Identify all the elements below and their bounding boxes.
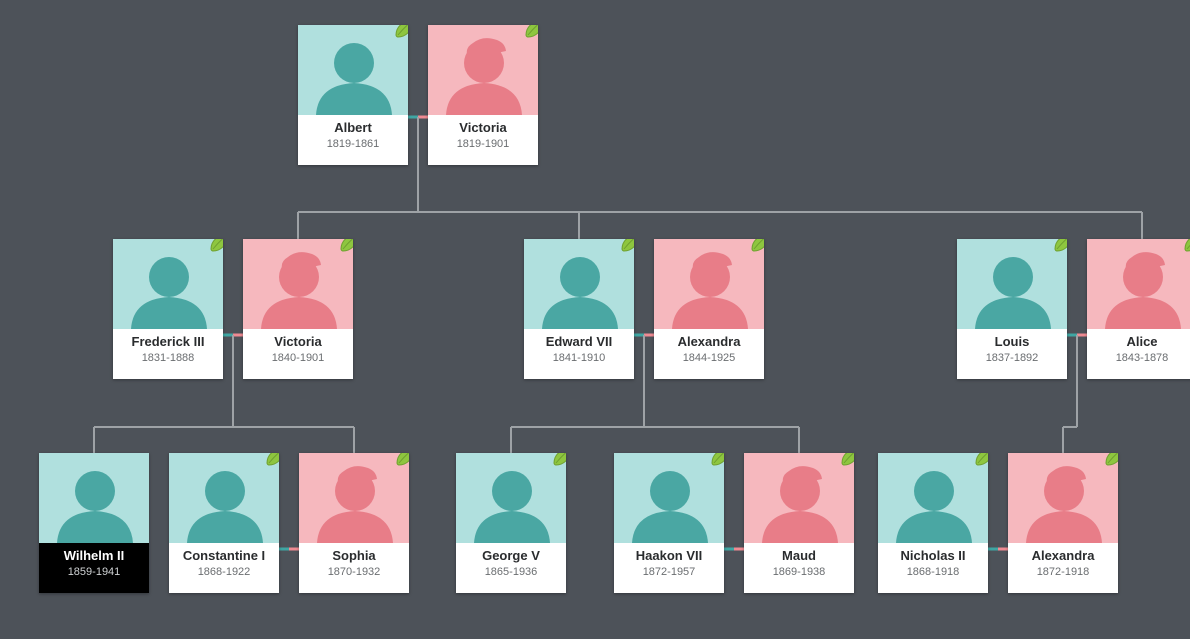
person-card-frederick[interactable]: Frederick III 1831-1888 (113, 239, 223, 379)
person-name: Alice (1091, 335, 1190, 350)
avatar (744, 453, 854, 543)
avatar (113, 239, 223, 329)
leaf-icon (748, 239, 764, 255)
person-name: Nicholas II (882, 549, 984, 564)
person-card-edward[interactable]: Edward VII 1841-1910 (524, 239, 634, 379)
person-name: Constantine I (173, 549, 275, 564)
avatar (1087, 239, 1190, 329)
person-card-wilhelm[interactable]: Wilhelm II 1859-1941 (39, 453, 149, 593)
leaf-icon (708, 453, 724, 469)
person-label: Nicholas II 1868-1918 (878, 543, 988, 593)
leaf-icon (550, 453, 566, 469)
person-card-alice[interactable]: Alice 1843-1878 (1087, 239, 1190, 379)
person-name: Alexandra (658, 335, 760, 350)
person-years: 1872-1957 (618, 566, 720, 578)
person-label: Wilhelm II 1859-1941 (39, 543, 149, 593)
leaf-icon (337, 239, 353, 255)
person-card-victoria[interactable]: Victoria 1819-1901 (428, 25, 538, 165)
avatar (39, 453, 149, 543)
person-name: Sophia (303, 549, 405, 564)
avatar (524, 239, 634, 329)
leaf-icon (972, 453, 988, 469)
person-years: 1859-1941 (43, 566, 145, 578)
person-years: 1870-1932 (303, 566, 405, 578)
person-card-nicholas[interactable]: Nicholas II 1868-1918 (878, 453, 988, 593)
person-label: Louis 1837-1892 (957, 329, 1067, 379)
person-name: Wilhelm II (43, 549, 145, 564)
leaf-icon (522, 25, 538, 41)
person-card-constantine[interactable]: Constantine I 1868-1922 (169, 453, 279, 593)
person-card-alexandra2[interactable]: Alexandra 1872-1918 (1008, 453, 1118, 593)
person-years: 1869-1938 (748, 566, 850, 578)
person-label: Victoria 1840-1901 (243, 329, 353, 379)
person-label: George V 1865-1936 (456, 543, 566, 593)
person-label: Edward VII 1841-1910 (524, 329, 634, 379)
person-name: Louis (961, 335, 1063, 350)
avatar (957, 239, 1067, 329)
person-card-albert[interactable]: Albert 1819-1861 (298, 25, 408, 165)
leaf-icon (1051, 239, 1067, 255)
avatar (299, 453, 409, 543)
avatar (878, 453, 988, 543)
person-name: Victoria (247, 335, 349, 350)
person-card-maud[interactable]: Maud 1869-1938 (744, 453, 854, 593)
person-years: 1844-1925 (658, 352, 760, 364)
leaf-icon (1102, 453, 1118, 469)
avatar (243, 239, 353, 329)
person-years: 1872-1918 (1012, 566, 1114, 578)
avatar (169, 453, 279, 543)
leaf-icon (263, 453, 279, 469)
person-years: 1868-1918 (882, 566, 984, 578)
person-years: 1831-1888 (117, 352, 219, 364)
person-label: Albert 1819-1861 (298, 115, 408, 165)
person-years: 1868-1922 (173, 566, 275, 578)
avatar (614, 453, 724, 543)
leaf-icon (618, 239, 634, 255)
person-years: 1840-1901 (247, 352, 349, 364)
avatar (1008, 453, 1118, 543)
leaf-icon (392, 25, 408, 41)
person-years: 1841-1910 (528, 352, 630, 364)
person-label: Alexandra 1872-1918 (1008, 543, 1118, 593)
person-name: Maud (748, 549, 850, 564)
leaf-icon (838, 453, 854, 469)
person-name: Albert (302, 121, 404, 136)
avatar (428, 25, 538, 115)
person-name: Alexandra (1012, 549, 1114, 564)
person-name: Frederick III (117, 335, 219, 350)
leaf-icon (1181, 239, 1190, 255)
person-years: 1819-1861 (302, 138, 404, 150)
person-years: 1837-1892 (961, 352, 1063, 364)
person-name: Victoria (432, 121, 534, 136)
person-card-george[interactable]: George V 1865-1936 (456, 453, 566, 593)
person-card-alexandra1[interactable]: Alexandra 1844-1925 (654, 239, 764, 379)
person-years: 1843-1878 (1091, 352, 1190, 364)
person-card-louis[interactable]: Louis 1837-1892 (957, 239, 1067, 379)
avatar (456, 453, 566, 543)
person-years: 1819-1901 (432, 138, 534, 150)
person-label: Alice 1843-1878 (1087, 329, 1190, 379)
leaf-icon (393, 453, 409, 469)
person-label: Alexandra 1844-1925 (654, 329, 764, 379)
person-label: Victoria 1819-1901 (428, 115, 538, 165)
person-years: 1865-1936 (460, 566, 562, 578)
person-card-victoria2[interactable]: Victoria 1840-1901 (243, 239, 353, 379)
person-card-sophia[interactable]: Sophia 1870-1932 (299, 453, 409, 593)
person-label: Sophia 1870-1932 (299, 543, 409, 593)
person-label: Constantine I 1868-1922 (169, 543, 279, 593)
avatar (654, 239, 764, 329)
person-label: Maud 1869-1938 (744, 543, 854, 593)
person-label: Haakon VII 1872-1957 (614, 543, 724, 593)
person-card-haakon[interactable]: Haakon VII 1872-1957 (614, 453, 724, 593)
leaf-icon (207, 239, 223, 255)
family-tree: Albert 1819-1861 Victoria 1819-1901 Freder… (0, 0, 1190, 639)
person-name: Haakon VII (618, 549, 720, 564)
person-name: Edward VII (528, 335, 630, 350)
person-name: George V (460, 549, 562, 564)
person-label: Frederick III 1831-1888 (113, 329, 223, 379)
avatar (298, 25, 408, 115)
